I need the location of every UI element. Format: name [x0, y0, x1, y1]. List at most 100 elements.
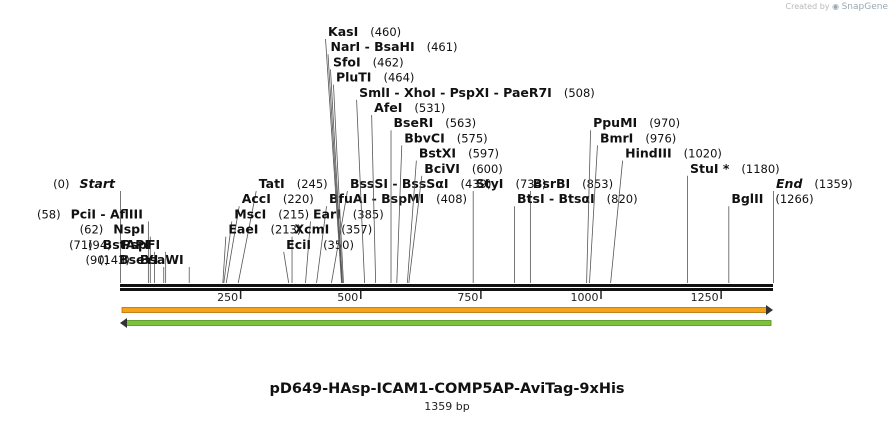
site-connector [406, 160, 417, 284]
enzyme-name: PspFI [122, 237, 161, 252]
feature-reverse-bar [125, 320, 772, 326]
site-location: (143) [99, 253, 130, 267]
site-label: (0) Start [53, 176, 116, 191]
site-location: (385) [353, 207, 384, 221]
site-connector [610, 160, 624, 284]
enzyme-name: HindIII [625, 146, 672, 161]
site-msci-215: MscI (215) [223, 206, 309, 284]
site-label: (143) BsaWI [99, 252, 184, 267]
site-location: (220) [283, 192, 314, 206]
enzyme-name: BseYI [119, 252, 158, 267]
site-ecii-350: EciI (350) [283, 237, 354, 284]
site-bstapi-71: (71) BstAPI [69, 237, 156, 283]
site-location: (462) [373, 55, 404, 69]
site-label: (58) PciI - AflIII [37, 206, 143, 221]
axis-tick-label-1250: 1250 [691, 291, 719, 304]
site-afei-531: AfeI (531) [371, 100, 445, 284]
enzyme-name: PpuMI [593, 115, 637, 130]
enzyme-name: StyI [476, 176, 504, 191]
site-bglii-1266: BglII (1266) [728, 191, 814, 283]
site-connector [305, 221, 311, 284]
site-location: (1180) [741, 162, 779, 176]
site-connector [237, 190, 257, 284]
site-label: PluTI (464) [336, 70, 414, 85]
site-label: HindIII (1020) [625, 146, 722, 161]
enzyme-name: AfeI [374, 100, 402, 115]
site-location: (1266) [775, 192, 813, 206]
site-location: (820) [607, 192, 638, 206]
enzyme-name: BbvCI [404, 130, 444, 145]
site-location: (853) [582, 177, 613, 191]
site-label: SfoI (462) [333, 54, 404, 69]
enzyme-name: TatI [259, 176, 285, 191]
site-location: (460) [370, 25, 401, 39]
site-bseyi-90: (90) BseYI [85, 252, 165, 283]
site-nari-bsahi-461: NarI - BsaHI (461) [327, 39, 458, 284]
enzyme-name: XcmI [295, 222, 330, 237]
site-connector [371, 114, 377, 284]
enzyme-name: BmrI [600, 130, 633, 145]
site-pspfi-94: (94) PspFI [88, 237, 167, 283]
site-label: BfuAI - BspMI (408) [329, 191, 467, 206]
site-label: StuI * (1180) [690, 161, 780, 176]
site-label: MscI (215) [234, 206, 309, 221]
site-label: EarI (385) [313, 206, 384, 221]
site-xcmi-357: XcmI (357) [291, 222, 373, 283]
site-location: (461) [427, 40, 458, 54]
feature-reverse-arrowhead-icon [120, 318, 127, 328]
site-label: BseRI (563) [394, 115, 477, 130]
site-connector [327, 54, 343, 284]
axis-tick-label-250: 250 [217, 291, 238, 304]
site-connector [223, 221, 233, 284]
enzyme-name: BtsI - BtsαI [517, 191, 595, 206]
site-ppumi-970: PpuMI (970) [586, 115, 680, 284]
site-label: End (1359) [776, 176, 853, 191]
enzyme-name: NarI - BsaHI [331, 39, 415, 54]
enzyme-name: BciVI [424, 161, 460, 176]
site-bsrbi-853: BsrBI (853) [529, 176, 613, 283]
site-bfuai-bspmi-408: BfuAI - BspMI (408) [316, 191, 467, 284]
site-eaei-213: EaeI (213) [222, 222, 301, 284]
enzyme-name: NspI [113, 222, 145, 237]
enzyme-name: SfoI [333, 54, 361, 69]
site-bcivi-600: BciVI (600) [408, 161, 503, 284]
site-label: XcmI (357) [295, 222, 373, 237]
site-connector [333, 84, 344, 284]
site-label: BglII (1266) [731, 191, 813, 206]
enzyme-name: EarI [313, 206, 341, 221]
site-label: SmlI - XhoI - PspXI - PaeR7I (508) [359, 85, 595, 100]
site-connector [325, 38, 342, 284]
plasmid-name: pD649-HAsp-ICAM1-COMP5AP-AviTag-9xHis [269, 381, 625, 397]
site-location: (1020) [684, 147, 722, 161]
site-location: (350) [323, 238, 354, 252]
enzyme-name: BfuAI - BspMI [329, 191, 424, 206]
enzyme-name: SmlI - XhoI - PspXI - PaeR7I [359, 85, 552, 100]
feature-forward-bar [121, 307, 768, 313]
site-label: BsrBI (853) [533, 176, 613, 191]
axis-tick-label-1000: 1000 [571, 291, 599, 304]
site-location: (245) [297, 177, 328, 191]
site-label: AfeI (531) [374, 100, 445, 115]
site-pluti-464: PluTI (464) [333, 70, 414, 284]
site-tati-245: TatI (245) [237, 176, 328, 284]
site-connector [225, 206, 240, 284]
site-label: (62) NspI [80, 222, 145, 237]
enzyme-name: MscI [234, 206, 266, 221]
site-connector [222, 236, 227, 284]
enzyme-name: BstXI [419, 146, 456, 161]
site-stui-1180: StuI * (1180) [687, 161, 780, 283]
site-label: TatI (245) [259, 176, 328, 191]
site-connector [356, 99, 365, 284]
site-acci-220: AccI (220) [225, 191, 314, 284]
site-location: (90) [85, 253, 109, 267]
site-connector [396, 145, 403, 284]
enzyme-name: Start [79, 176, 116, 191]
site-label: KasI (460) [328, 24, 401, 39]
site-location: (597) [468, 147, 499, 161]
site-location: (976) [645, 131, 676, 145]
site-bbvci-575: BbvCI (575) [396, 130, 488, 284]
site-hindiii-1020: HindIII (1020) [610, 146, 722, 284]
site-connector [316, 206, 327, 284]
enzyme-name: BseRI [394, 115, 434, 130]
